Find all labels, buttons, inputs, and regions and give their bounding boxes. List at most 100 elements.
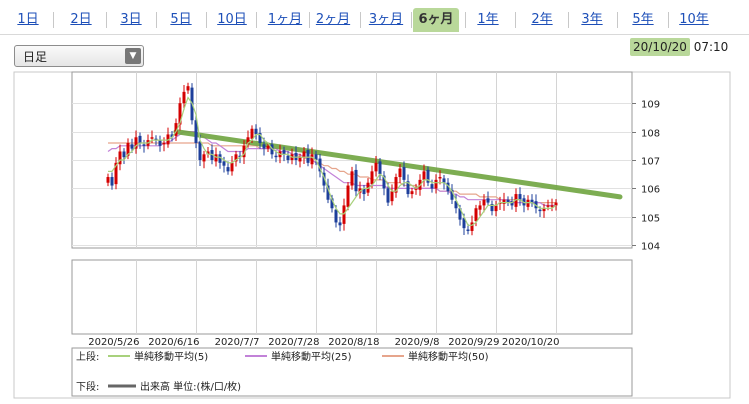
tab-13[interactable]: 5年 [632, 12, 654, 27]
candle-body [398, 168, 402, 178]
candle-body [250, 128, 254, 139]
candle-body [426, 169, 430, 183]
candle-body [234, 154, 238, 162]
candle-body [334, 209, 338, 223]
tab-10[interactable]: 1年 [477, 12, 499, 27]
tab-separator [359, 12, 361, 28]
candle-body [158, 140, 162, 146]
candle-body [538, 209, 542, 212]
candle-body [110, 177, 114, 186]
legend-volume-label: 出来高 単位:(株/口/枚) [140, 380, 241, 393]
candle-body [482, 199, 486, 206]
legend-item-label: 単純移動平均(5) [134, 350, 208, 363]
tab-4[interactable]: 5日 [170, 12, 192, 27]
candle-body [322, 172, 326, 186]
candle-body [318, 158, 322, 172]
ma50-line [108, 142, 556, 204]
candle-body [350, 171, 354, 186]
tab-7[interactable]: 2ヶ月 [315, 12, 351, 27]
candle-body [326, 185, 330, 200]
candle-body [554, 202, 558, 206]
x-tick-label: 2020/6/16 [148, 337, 199, 348]
candle-body [394, 177, 398, 193]
candle-body [518, 194, 522, 200]
tab-separator [567, 12, 569, 28]
x-tick-label: 2020/9/8 [395, 337, 440, 348]
candle-body [238, 155, 242, 158]
tab-separator [156, 12, 157, 28]
tab-9[interactable]: 6ヶ月 [413, 8, 459, 32]
candle-body [150, 137, 154, 139]
candle-body [242, 145, 246, 158]
candle-body [194, 120, 198, 143]
legend-lower-label: 下段: [76, 380, 99, 393]
candle-body [138, 135, 142, 143]
candle-body [438, 177, 442, 179]
candle-body [442, 178, 446, 183]
candle-body [246, 137, 250, 145]
tab-5[interactable]: 10日 [217, 12, 247, 27]
tab-1[interactable]: 1日 [17, 12, 39, 27]
tab-11[interactable]: 2年 [531, 12, 553, 27]
tab-6[interactable]: 1ヶ月 [267, 12, 303, 27]
candle-body [338, 222, 342, 226]
candle-body [126, 142, 130, 156]
y-tick-label: 104 [641, 242, 660, 253]
legend-item-label: 単純移動平均(25) [271, 350, 352, 363]
tab-3[interactable]: 3日 [120, 12, 142, 27]
candle-body [446, 182, 450, 192]
trend-line [173, 129, 623, 200]
candle-body [230, 162, 234, 172]
tab-separator [106, 12, 107, 28]
candle-body [474, 208, 478, 222]
period-select[interactable]: 日足 ▼ [14, 45, 144, 67]
x-tick-label: 2020/7/28 [268, 337, 319, 348]
tab-8[interactable]: 3ヶ月 [368, 12, 404, 27]
candle-body [430, 184, 434, 189]
candle-body [330, 198, 334, 209]
x-tick-label: 2020/10/20 [502, 337, 560, 348]
tab-12[interactable]: 3年 [581, 12, 603, 27]
legend-box [71, 347, 633, 397]
tab-separator [464, 12, 466, 28]
period-tabs: 1日 2日 3日 5日 10日 1ヶ月 2ヶ月 3ヶ月 6ヶ月 1年 2年 3年 5年 10年 [0, 0, 749, 35]
timestamp-time: 07:10 [693, 40, 729, 54]
candle-body [170, 134, 174, 138]
candle-body [490, 204, 494, 212]
candle-body [314, 154, 318, 160]
candle-body [162, 142, 166, 145]
tab-separator [411, 12, 412, 28]
tab-2[interactable]: 2日 [70, 12, 92, 27]
tab-separator [309, 12, 310, 28]
tab-separator [256, 12, 257, 28]
candle-body [410, 191, 414, 195]
x-tick-label: 2020/8/18 [328, 337, 379, 348]
candle-body [270, 144, 274, 155]
y-tick-label: 107 [641, 157, 660, 168]
candle-body [214, 154, 218, 162]
chevron-down-icon[interactable]: ▼ [125, 48, 141, 64]
y-tick-label: 109 [641, 100, 660, 111]
candle-body [462, 218, 466, 229]
candle-body [130, 144, 134, 149]
candle-body [546, 205, 550, 207]
candle-body [294, 152, 298, 160]
candle-body [506, 199, 510, 203]
timestamp-date: 20/10/20 [630, 38, 690, 56]
tab-separator [514, 12, 516, 28]
candle-body [106, 177, 110, 183]
candle-body [154, 138, 158, 141]
candle-body [226, 167, 230, 172]
candle-body [450, 189, 454, 200]
x-tick-label: 2020/9/29 [448, 337, 499, 348]
candle-body [486, 198, 490, 203]
x-tick-label: 2020/5/26 [88, 337, 139, 348]
legend-upper-label: 上段: [76, 350, 99, 363]
candle-body [262, 144, 266, 149]
tab-separator [206, 12, 207, 28]
candle-body [258, 133, 262, 143]
y-tick-label: 105 [641, 214, 660, 225]
tab-14[interactable]: 10年 [679, 12, 709, 27]
legend-item-label: 単純移動平均(50) [408, 350, 489, 363]
